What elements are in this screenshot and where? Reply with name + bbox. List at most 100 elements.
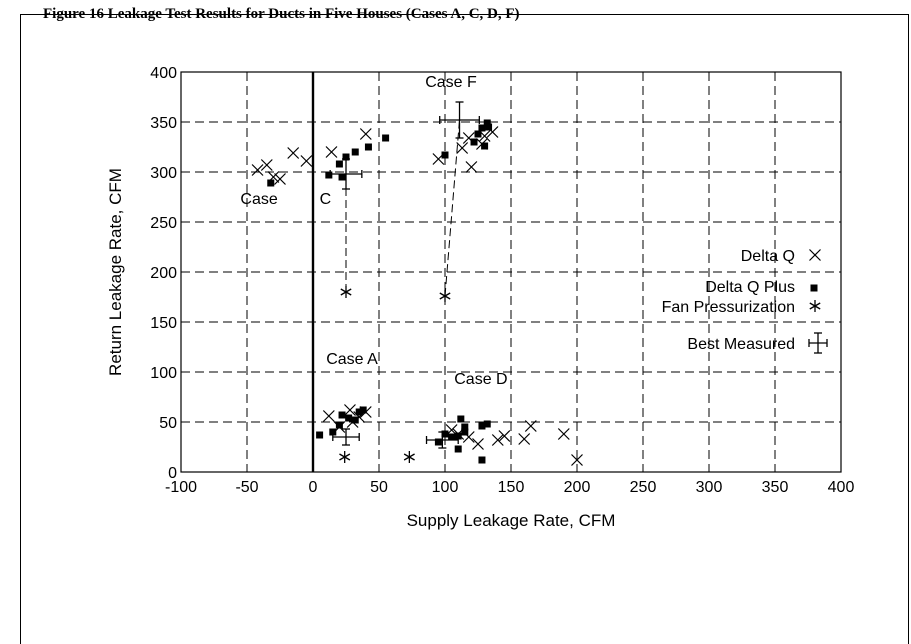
delta-q-point — [557, 428, 570, 440]
annotation-label: Case — [240, 191, 277, 208]
connector-line — [444, 119, 461, 297]
x-tick-label: 0 — [309, 479, 318, 496]
delta-q-plus-point — [461, 423, 469, 431]
delta-q-plus-point — [478, 422, 486, 430]
legend-label: Best Measured — [687, 336, 795, 353]
delta-q-plus-point — [338, 411, 346, 419]
delta-q-plus-point — [441, 430, 449, 438]
legend-label: Delta Q — [741, 248, 795, 265]
y-tick-label: 300 — [150, 165, 177, 182]
x-tick-label: 100 — [432, 479, 459, 496]
annotation-label: Case D — [454, 371, 507, 388]
delta-q-plus-point — [335, 421, 343, 429]
delta-q-point — [287, 147, 300, 159]
figure-frame: Figure 16 Leakage Test Results for Ducts… — [20, 7, 909, 644]
y-tick-label: 0 — [168, 465, 177, 482]
axes — [180, 71, 842, 473]
y-tick-label: 400 — [150, 65, 177, 82]
delta-q-plus-point — [454, 445, 462, 453]
delta-q-plus-point — [355, 408, 363, 416]
delta-q-plus-point — [441, 151, 449, 159]
delta-q-plus-point — [382, 134, 390, 142]
delta-q-point — [498, 430, 511, 442]
figure-caption: Figure 16 Leakage Test Results for Ducts… — [43, 7, 520, 21]
delta-q-plus-point — [329, 428, 337, 436]
legend-marker-fan-pressurization — [809, 300, 821, 312]
delta-q-point — [260, 159, 273, 171]
x-tick-label: -50 — [235, 479, 258, 496]
delta-q-plus-point — [474, 130, 482, 138]
delta-q-point — [322, 410, 335, 422]
x-tick-label: -100 — [165, 479, 197, 496]
delta-q-plus-point — [342, 153, 350, 161]
fan-pressurization-point — [340, 286, 352, 298]
x-tick-label: 250 — [630, 479, 657, 496]
best-measured-point — [439, 101, 480, 139]
delta-q-plus-point — [485, 123, 493, 131]
delta-q-plus-point — [316, 431, 324, 439]
delta-q-point — [524, 420, 537, 432]
x-tick-label: 200 — [564, 479, 591, 496]
x-tick-label: 350 — [762, 479, 789, 496]
delta-q-plus-point — [351, 416, 359, 424]
delta-q-plus-point — [359, 406, 367, 414]
delta-q-plus-point — [267, 179, 275, 187]
delta-q-plus-point — [457, 415, 465, 423]
delta-q-plus-point — [461, 428, 469, 436]
annotation-label: C — [320, 191, 332, 208]
y-tick-label: 150 — [150, 315, 177, 332]
fan-pressurization-point — [403, 451, 415, 463]
annotation-label: Case A — [326, 351, 378, 368]
delta-q-plus-point — [478, 456, 486, 464]
delta-q-point — [251, 164, 264, 176]
best-measured-point — [329, 158, 363, 190]
annotation-label: Case F — [425, 74, 477, 91]
best-measured-point — [425, 431, 459, 449]
delta-q-point — [571, 454, 583, 466]
delta-q-plus-point — [345, 414, 353, 422]
x-tick-label: 150 — [498, 479, 525, 496]
data-marks — [251, 101, 583, 466]
connector-lines — [345, 119, 461, 297]
delta-q-point — [491, 434, 504, 446]
delta-q-point — [274, 173, 286, 185]
delta-q-plus-point — [470, 138, 478, 146]
delta-q-plus-point — [483, 420, 491, 428]
legend: Delta Q Delta Q Plus Fan Pressurization Bes… — [662, 248, 828, 354]
legend-marker-delta-q — [809, 249, 821, 261]
y-tick-label: 50 — [159, 415, 177, 432]
x-tick-label: 50 — [370, 479, 388, 496]
delta-q-point — [465, 161, 478, 173]
legend-label: Delta Q Plus — [705, 279, 795, 296]
delta-q-plus-point — [483, 119, 491, 127]
delta-q-plus-point — [364, 143, 372, 151]
y-tick-label: 100 — [150, 365, 177, 382]
grid-lines — [181, 72, 841, 472]
axis-labels: -100 -50 0 50 100 150 200 250 300 350 400 0 50 100 150… — [106, 65, 854, 530]
delta-q-point — [518, 433, 531, 445]
delta-q-point — [472, 438, 484, 450]
y-axis-title: Return Leakage Rate, CFM — [106, 168, 125, 376]
delta-q-point — [359, 128, 372, 140]
delta-q-point — [456, 142, 469, 154]
x-tick-label: 300 — [696, 479, 723, 496]
y-tick-label: 200 — [150, 265, 177, 282]
delta-q-plus-point — [448, 433, 456, 441]
delta-q-plus-point — [335, 160, 343, 168]
legend-marker-best-measured — [808, 332, 828, 354]
annotations: Case F Case C Case A Case D — [240, 74, 507, 388]
delta-q-plus-point — [338, 173, 346, 181]
delta-q-plus-point — [434, 438, 442, 446]
delta-q-point — [344, 404, 356, 416]
best-measured-point — [332, 428, 360, 446]
delta-q-point — [325, 146, 338, 158]
delta-q-point — [300, 155, 313, 167]
x-tick-label: 400 — [828, 479, 855, 496]
legend-marker-delta-q-plus — [810, 284, 818, 292]
y-tick-label: 250 — [150, 215, 177, 232]
delta-q-plus-point — [478, 124, 486, 132]
legend-label: Fan Pressurization — [662, 299, 795, 316]
delta-q-plus-point — [481, 142, 489, 150]
delta-q-plus-point — [325, 171, 333, 179]
delta-q-plus-point — [351, 148, 359, 156]
